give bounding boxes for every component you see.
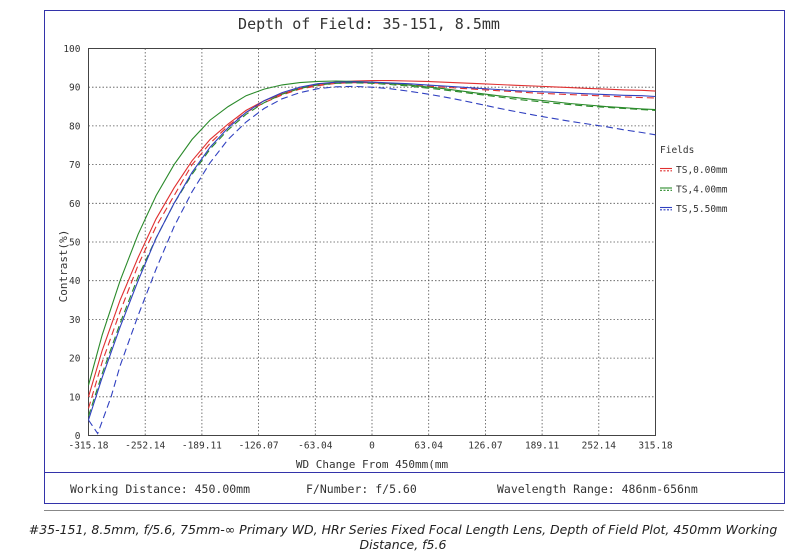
series-lines <box>87 80 656 435</box>
x-tick-labels: -315.18 -252.14 -189.11 -126.07 -63.04 0 63.04… <box>68 441 672 452</box>
x-tick-label: -189.11 <box>182 441 222 452</box>
y-tick-label: 60 <box>69 199 81 210</box>
x-tick-label: -315.18 <box>68 441 108 452</box>
x-axis-label: WD Change From 450mm(mm <box>296 458 449 471</box>
series-line-ts-4-00mm-dashed <box>87 82 656 417</box>
plot-area: -315.18 -252.14 -189.11 -126.07 -63.04 0 63.04… <box>63 44 673 452</box>
y-tick-labels: 0 10 20 30 40 50 60 70 80 90 100 <box>63 44 80 442</box>
y-tick-label: 20 <box>69 354 81 365</box>
x-tick-label: 189.11 <box>525 441 560 452</box>
y-tick-label: 40 <box>69 276 81 287</box>
y-tick-label: 50 <box>69 238 81 249</box>
legend-items: TS,0.00mm TS,4.00mm TS,5.50mm <box>660 165 728 215</box>
f-number-text: F/Number: f/5.60 <box>306 482 417 496</box>
x-tick-label: 0 <box>369 441 375 452</box>
series-line-ts-0-00mm-solid <box>87 80 656 397</box>
wavelength-range-text: Wavelength Range: 486nm-656nm <box>497 482 698 496</box>
y-tick-label: 100 <box>63 44 80 55</box>
x-tick-label: -63.04 <box>298 441 333 452</box>
series-line-ts-0-00mm-dashed <box>87 82 656 409</box>
legend-label: TS,4.00mm <box>676 185 728 196</box>
x-tick-label: -126.07 <box>239 441 279 452</box>
figure-caption: #35-151, 8.5mm, f/5.6, 75mm-∞ Primary WD… <box>28 522 778 552</box>
legend-title: Fields <box>660 145 694 156</box>
legend-label: TS,5.50mm <box>676 204 728 215</box>
y-tick-label: 0 <box>75 431 81 442</box>
x-tick-label: -252.14 <box>125 441 165 452</box>
series-line-ts-5-50mm-solid <box>87 81 656 421</box>
grid-lines <box>88 48 656 436</box>
x-tick-label: 63.04 <box>414 441 443 452</box>
series-line-ts-5-50mm-dashed <box>88 85 656 435</box>
x-tick-label: 315.18 <box>638 441 673 452</box>
x-tick-label: 252.14 <box>582 441 617 452</box>
y-tick-label: 70 <box>69 160 81 171</box>
y-tick-label: 10 <box>69 392 81 403</box>
x-tick-label: 126.07 <box>468 441 502 452</box>
chart-title: Depth of Field: 35-151, 8.5mm <box>238 15 500 33</box>
legend-label: TS,0.00mm <box>676 165 728 176</box>
y-tick-label: 30 <box>69 315 81 326</box>
outer-frame <box>44 10 785 504</box>
y-tick-label: 90 <box>69 83 81 94</box>
y-tick-label: 80 <box>69 121 81 132</box>
legend: Fields TS,0.00mm TS,4.00mm TS,5.50mm <box>660 145 728 215</box>
working-distance-text: Working Distance: 450.00mm <box>70 482 250 496</box>
y-axis-label: Contrast(%) <box>57 230 70 303</box>
